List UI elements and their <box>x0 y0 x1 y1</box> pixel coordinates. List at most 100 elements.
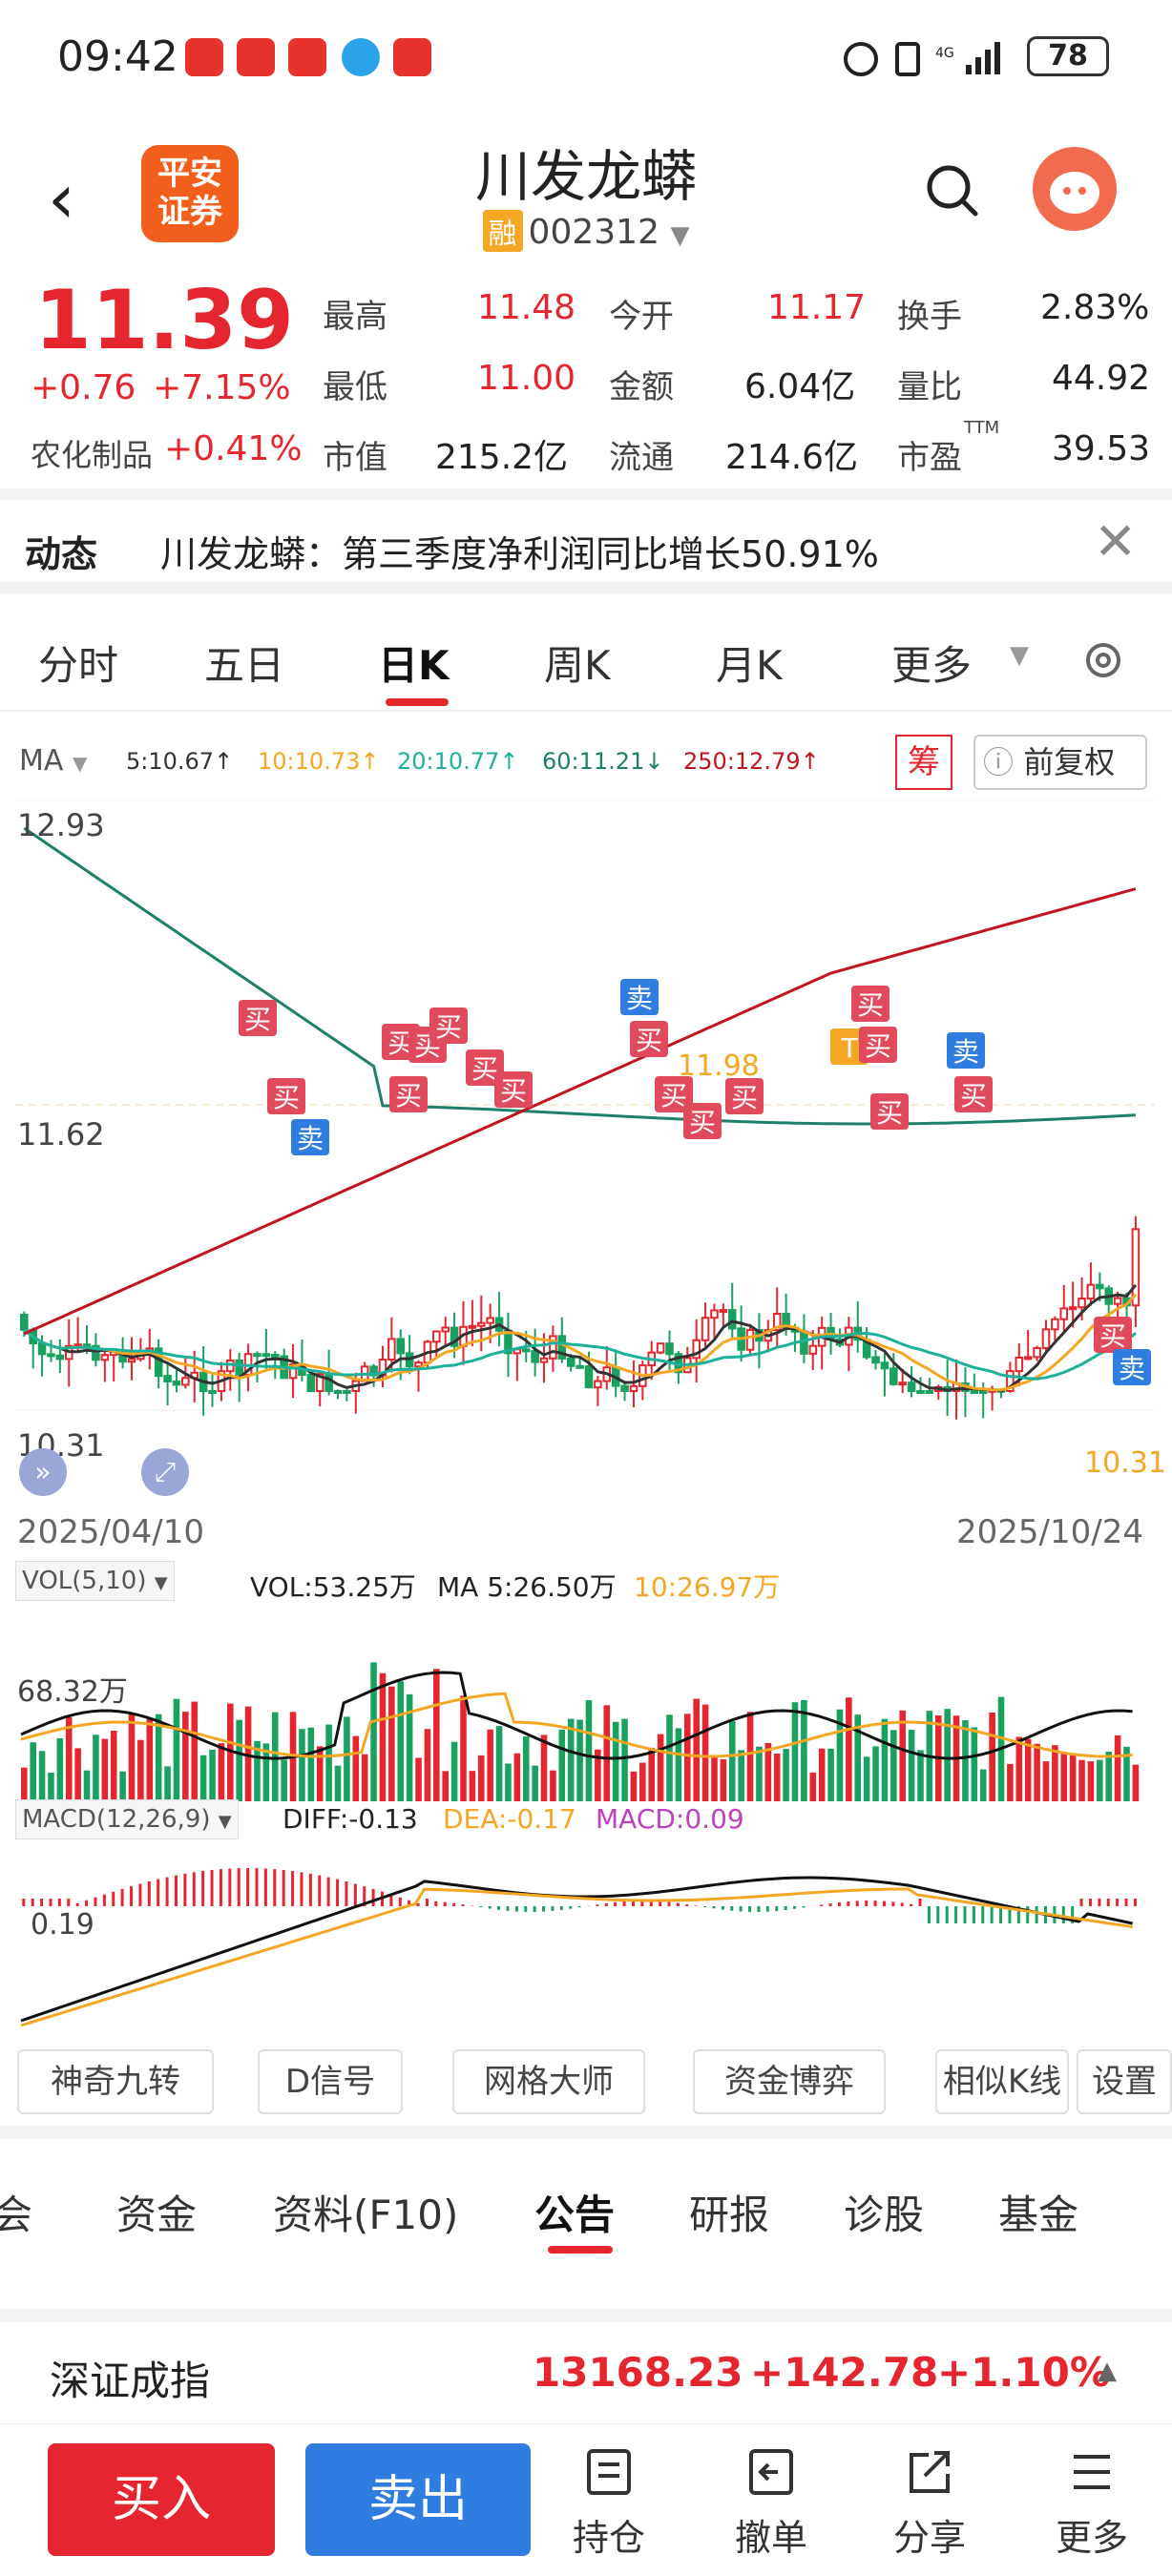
candle-body <box>557 1335 567 1360</box>
ma-label: MA <box>19 744 64 778</box>
kline-chart-area[interactable]: MA ▼ 5:10.67↑ 10:10.73↑ 20:10.77↑ 60:11.… <box>0 714 1172 2068</box>
index-value: 13168.23 <box>533 2349 743 2396</box>
sell-button[interactable]: 卖出 <box>305 2443 531 2556</box>
ma10-value: 10:10.73↑ <box>258 748 380 775</box>
holdings-button[interactable]: 持仓 <box>552 2447 666 2561</box>
share-button[interactable]: 分享 <box>872 2447 987 2561</box>
volume-bar <box>74 1748 81 1801</box>
volume-bar <box>83 1770 91 1801</box>
volume-bar <box>352 1735 360 1801</box>
signal-icons: 4G <box>844 42 1000 76</box>
candle-body <box>772 1313 782 1332</box>
tab-meeting[interactable]: 会 <box>0 2192 33 2238</box>
tool-magic-nine[interactable]: 神奇九转 <box>17 2049 214 2114</box>
candle-body <box>476 1321 486 1327</box>
volume-bar <box>863 1756 870 1801</box>
tab-announcement[interactable]: 公告 <box>534 2192 616 2238</box>
volume-bar <box>908 1730 915 1801</box>
fullscreen-icon[interactable]: ⤢ <box>141 1448 189 1496</box>
tab-monthly-k[interactable]: 月K <box>716 642 783 689</box>
macd-indicator-selector[interactable]: MACD(12,26,9) ▼ <box>15 1799 239 1839</box>
tab-research[interactable]: 研报 <box>689 2192 770 2238</box>
expand-left-icon[interactable]: » <box>19 1448 67 1496</box>
volume-bar <box>450 1741 458 1801</box>
volume-bar <box>979 1769 987 1801</box>
volume-bar <box>890 1730 897 1801</box>
close-icon[interactable]: ✕ <box>1094 511 1138 571</box>
price-adjust-button[interactable]: ⓘ 前复权 <box>973 735 1147 790</box>
candle-body <box>889 1367 898 1385</box>
volume-bar <box>65 1717 73 1801</box>
tool-fund-game[interactable]: 资金博弈 <box>693 2049 886 2114</box>
volume-bar <box>137 1739 144 1801</box>
tab-funds[interactable]: 资金 <box>116 2192 198 2238</box>
buy-button[interactable]: 买入 <box>48 2443 275 2556</box>
candle-body <box>584 1365 594 1389</box>
tab-weekly-k[interactable]: 周K <box>544 642 611 689</box>
peak-price-label: 11.98 <box>678 1049 760 1083</box>
candle-body <box>253 1353 262 1358</box>
tab-intraday[interactable]: 分时 <box>38 642 119 689</box>
volume-bar <box>406 1693 413 1801</box>
candle-body <box>549 1335 557 1360</box>
tool-similar-k[interactable]: 相似K线 <box>935 2049 1069 2114</box>
trade-signal-tag: 买 <box>954 1076 993 1112</box>
svg-text:买: 买 <box>731 1082 758 1113</box>
volume-bar <box>1060 1753 1068 1801</box>
tab-five-day[interactable]: 五日 <box>204 642 285 689</box>
trade-signal-tag: 买 <box>870 1093 909 1130</box>
candle-body <box>1041 1328 1051 1349</box>
vol-ma10: 10:26.97万 <box>634 1571 781 1603</box>
volume-bar <box>227 1703 234 1801</box>
volume-bar <box>764 1742 772 1801</box>
volume-bar <box>728 1721 736 1801</box>
tab-daily-k[interactable]: 日K <box>378 642 450 689</box>
ma-selector[interactable]: MA ▼ <box>19 744 87 778</box>
news-ticker[interactable]: 动态 川发龙蟒：第三季度净利润同比增长50.91% ✕ <box>0 488 1172 593</box>
candle-body <box>1096 1283 1104 1290</box>
stock-code-selector[interactable]: 融 002312 ▼ <box>0 210 1172 252</box>
index-ticker[interactable]: 深证成指 13168.23 +142.78 +1.10% ▲ <box>0 2309 1172 2421</box>
assistant-avatar-icon[interactable] <box>1033 147 1117 231</box>
active-tab-indicator <box>548 2246 613 2254</box>
tab-fund[interactable]: 基金 <box>998 2192 1079 2238</box>
ma5-line <box>23 1283 1138 1393</box>
tool-grid-master[interactable]: 网格大师 <box>452 2049 645 2114</box>
candle-body <box>620 1384 629 1393</box>
volume-bar <box>738 1750 744 1801</box>
macd-diff: DIFF:-0.13 <box>283 1803 418 1835</box>
tool-settings[interactable]: 设置 <box>1077 2049 1172 2114</box>
low-price-label: 10.31 <box>1084 1446 1166 1480</box>
more-button[interactable]: 更多 <box>1035 2447 1149 2561</box>
candle-body <box>172 1380 181 1386</box>
candle-body <box>208 1390 217 1394</box>
back-icon[interactable]: ‹ <box>48 158 75 239</box>
volume-bar <box>299 1729 305 1801</box>
sector-name[interactable]: 农化制品 <box>31 437 154 473</box>
volume-bar <box>846 1697 852 1801</box>
candle-body <box>719 1309 728 1314</box>
tool-d-signal[interactable]: D信号 <box>258 2049 403 2114</box>
candle-body <box>1015 1356 1024 1373</box>
search-icon[interactable] <box>924 162 979 218</box>
tab-diagnosis[interactable]: 诊股 <box>844 2192 925 2238</box>
vol-indicator-selector[interactable]: VOL(5,10) ▼ <box>15 1561 175 1601</box>
chart-period-tabs: 分时 五日 日K 周K 月K 更多 ▼ <box>0 607 1172 712</box>
tab-more[interactable]: 更多 <box>891 642 973 689</box>
tab-f10[interactable]: 资料(F10) <box>273 2192 459 2238</box>
chip-distribution-button[interactable]: 筹 <box>895 735 952 790</box>
candle-body <box>396 1338 406 1355</box>
volume-bar <box>93 1735 99 1801</box>
candle-body <box>432 1330 441 1343</box>
candle-body <box>262 1353 271 1358</box>
volume-bar <box>101 1738 109 1801</box>
candle-body <box>1131 1228 1141 1307</box>
candle-body <box>521 1348 531 1353</box>
cancel-order-button[interactable]: 撤单 <box>714 2447 828 2561</box>
gear-icon[interactable] <box>1078 635 1128 685</box>
volume-bar <box>191 1701 199 1801</box>
candle-body <box>1078 1298 1086 1309</box>
news-label: 动态 <box>25 533 98 575</box>
volume-bar <box>657 1734 664 1801</box>
volume-bar <box>711 1755 718 1801</box>
